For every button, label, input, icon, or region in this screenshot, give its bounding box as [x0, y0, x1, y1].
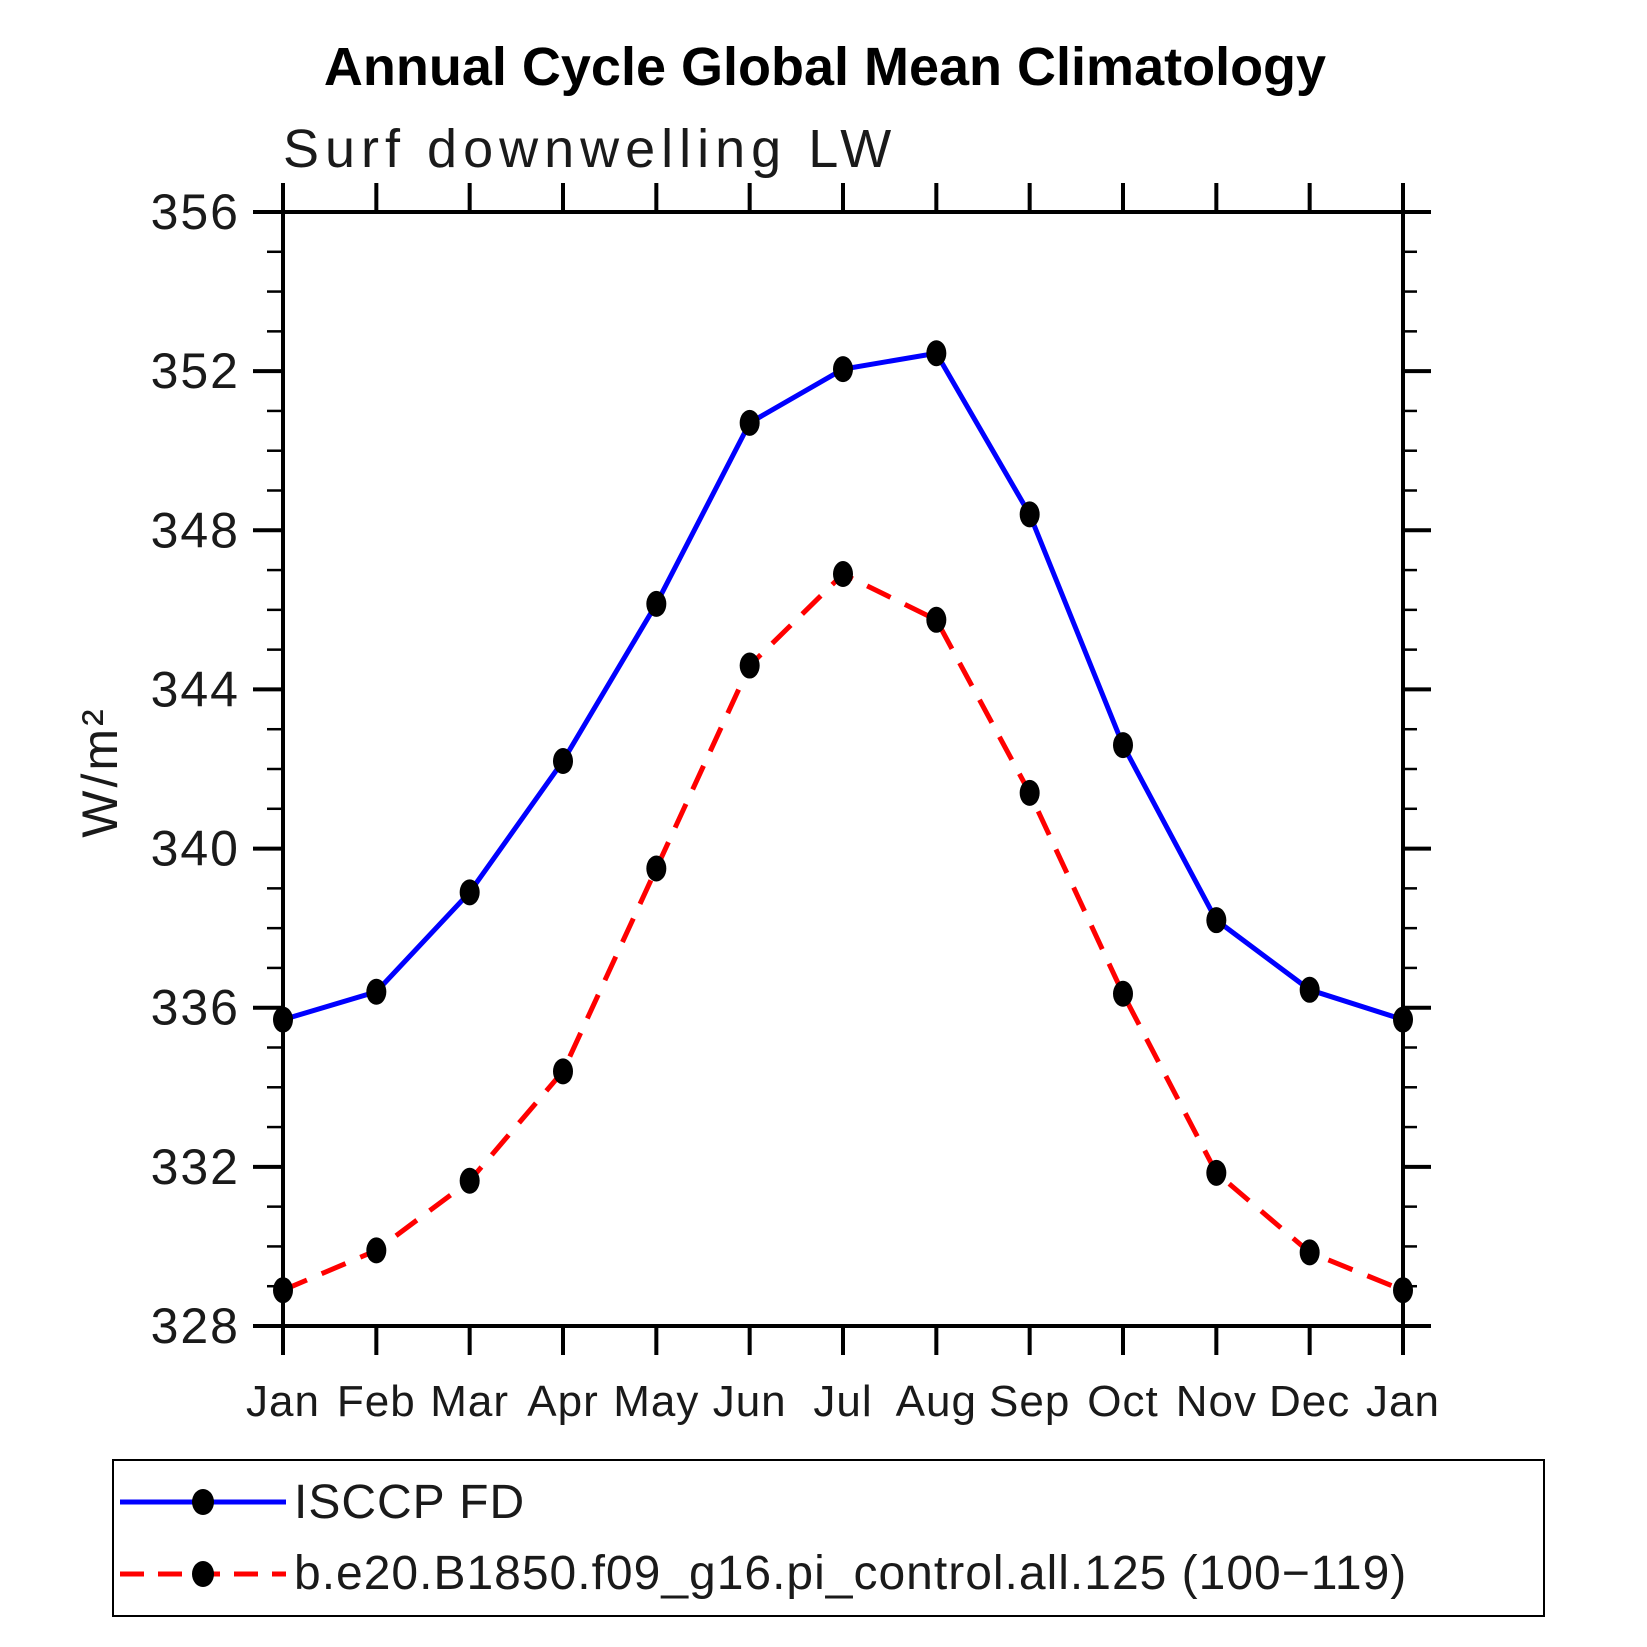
- data-point-marker: [553, 748, 573, 775]
- data-point-marker: [273, 1277, 293, 1304]
- data-point-marker: [459, 879, 480, 906]
- legend-item-isccp: ISCCP FD: [114, 1472, 1543, 1532]
- data-point-marker: [1019, 779, 1040, 806]
- data-point-marker: [1393, 1006, 1413, 1033]
- data-point-marker: [833, 561, 853, 588]
- x-tick-label: Sep: [989, 1377, 1070, 1426]
- chart-title: Annual Cycle Global Mean Climatology: [323, 37, 1327, 97]
- y-tick-label: 356: [151, 184, 240, 240]
- legend: ISCCP FD b.e20.B1850.f09_g16.pi_control.…: [112, 1459, 1545, 1617]
- legend-marker-dot: [192, 1560, 214, 1587]
- data-point-marker: [1393, 1277, 1413, 1304]
- data-point-marker: [1113, 732, 1133, 759]
- legend-label: ISCCP FD: [294, 1475, 526, 1529]
- data-point-marker: [739, 652, 760, 679]
- data-point-marker: [553, 1058, 573, 1085]
- data-point-marker: [366, 978, 387, 1005]
- data-point-marker: [1299, 976, 1320, 1003]
- legend-label: b.e20.B1850.f09_g16.pi_control.all.125 (…: [294, 1547, 1408, 1601]
- data-point-marker: [1019, 501, 1040, 528]
- data-point-marker: [646, 590, 667, 617]
- data-point-marker: [1206, 907, 1227, 934]
- data-point-marker: [739, 409, 760, 436]
- legend-line-sample-solid: [120, 1489, 286, 1516]
- chart-subtitle: Surf downwelling LW: [283, 119, 898, 179]
- x-tick-label: Jan: [1366, 1377, 1440, 1426]
- legend-item-model: b.e20.B1850.f09_g16.pi_control.all.125 (…: [114, 1544, 1543, 1604]
- y-tick-label: 344: [151, 661, 240, 717]
- y-tick-label: 328: [151, 1298, 240, 1354]
- x-tick-label: Apr: [527, 1377, 598, 1426]
- x-tick-label: Aug: [896, 1377, 977, 1426]
- data-point-marker: [1299, 1239, 1320, 1266]
- x-tick-label: Nov: [1176, 1377, 1257, 1426]
- x-tick-label: Feb: [337, 1377, 416, 1426]
- data-point-marker: [926, 340, 947, 367]
- x-tick-label: Jul: [813, 1377, 872, 1426]
- x-tick-label: Jun: [713, 1377, 787, 1426]
- data-point-marker: [366, 1237, 387, 1264]
- x-tick-label: May: [613, 1377, 699, 1426]
- legend-line-sample-dashed: [120, 1560, 286, 1587]
- y-tick-label: 332: [151, 1139, 240, 1195]
- data-point-marker: [1206, 1159, 1227, 1186]
- y-tick-label: 348: [151, 502, 240, 558]
- data-point-marker: [459, 1167, 480, 1194]
- y-tick-label: 340: [151, 821, 240, 877]
- data-point-marker: [833, 356, 853, 383]
- data-point-marker: [1113, 980, 1133, 1007]
- x-tick-label: Jan: [246, 1377, 320, 1426]
- legend-marker-dot: [192, 1489, 214, 1516]
- series-line-0: [282, 350, 1404, 1023]
- x-tick-label: Oct: [1087, 1377, 1158, 1426]
- x-tick-label: Mar: [430, 1377, 509, 1426]
- y-tick-label: 336: [151, 980, 240, 1036]
- data-point-marker: [646, 855, 667, 882]
- x-tick-label: Dec: [1269, 1377, 1350, 1426]
- y-tick-label: 352: [151, 343, 240, 399]
- data-point-marker: [926, 606, 947, 633]
- data-point-marker: [273, 1006, 293, 1033]
